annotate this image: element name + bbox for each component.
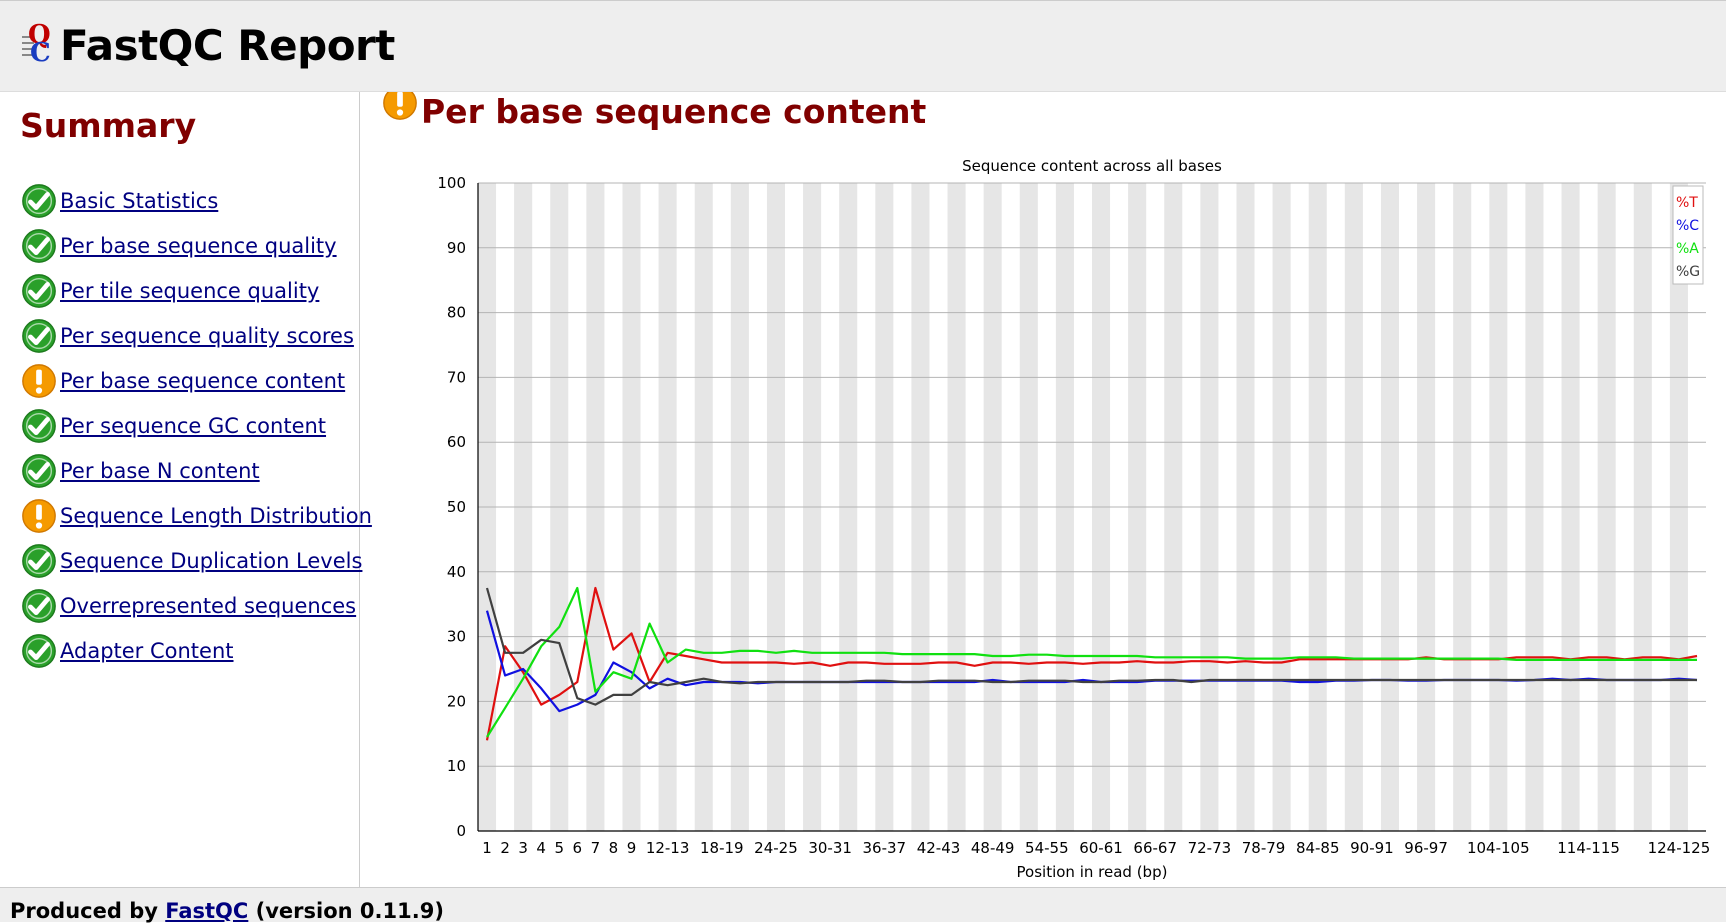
sequence-content-chart: 0 10 20 30 40 50 60 70 80 90 100 1 2 3 4 5 6 7 8 9 12-13 18-1…: [437, 157, 1711, 881]
legend-entry: %A: [1676, 241, 1699, 257]
sidebar-item[interactable]: Per base N content: [20, 448, 372, 493]
fastqc-link[interactable]: FastQC: [165, 899, 249, 923]
report-title: FastQC Report: [60, 21, 395, 70]
x-tick-label: 9: [627, 839, 637, 857]
x-tick-label: 24-25: [754, 839, 798, 857]
section-title: Per base sequence content: [421, 92, 927, 131]
sidebar-item-link[interactable]: Per sequence GC content: [60, 413, 327, 438]
y-tick-label: 80: [447, 304, 466, 322]
x-tick-label: 54-55: [1025, 839, 1069, 857]
footer-version: (version 0.11.9): [255, 899, 444, 923]
legend-entry: %T: [1676, 195, 1698, 211]
x-tick-label: 5: [554, 839, 564, 857]
x-tick-label: 60-61: [1079, 839, 1123, 857]
series-line-a: [486, 586, 1697, 738]
chart-legend: [1672, 185, 1704, 285]
pass-check-icon: [22, 273, 56, 308]
sidebar-item-link[interactable]: Per base sequence quality: [60, 233, 337, 258]
sidebar-item-link[interactable]: Overrepresented sequences: [60, 593, 357, 618]
pass-check-icon: [22, 453, 56, 488]
y-tick-label: 50: [447, 498, 466, 516]
x-tick-label: 114-115: [1557, 839, 1620, 857]
y-tick-label: 100: [437, 174, 466, 192]
x-tick-label: 2: [500, 839, 510, 857]
pass-check-icon: [22, 318, 56, 353]
legend-entry: %C: [1676, 218, 1699, 234]
x-tick-label: 72-73: [1188, 839, 1232, 857]
pass-check-icon: [22, 228, 56, 263]
x-tick-label: 3: [518, 839, 528, 857]
x-tick-label: 36-37: [863, 839, 907, 857]
pass-check-icon: [22, 183, 56, 218]
x-tick-label: 18-19: [700, 839, 744, 857]
x-tick-label: 7: [591, 839, 601, 857]
warning-icon: [383, 92, 417, 120]
y-tick-label: 20: [447, 692, 466, 710]
x-axis-label: Position in read (bp): [1017, 863, 1168, 881]
y-tick-label: 90: [447, 239, 466, 257]
sidebar-item[interactable]: Sequence Duplication Levels: [20, 538, 372, 583]
summary-nav-list: Basic Statistics Per base sequence qualit…: [20, 178, 372, 673]
x-tick-label: 96-97: [1404, 839, 1448, 857]
sidebar-item[interactable]: Overrepresented sequences: [20, 583, 372, 628]
pass-check-icon: [22, 408, 56, 443]
x-tick-label: 90-91: [1350, 839, 1394, 857]
x-tick-label: 48-49: [971, 839, 1015, 857]
sidebar-item[interactable]: Per sequence quality scores: [20, 313, 372, 358]
sidebar-item-link[interactable]: Basic Statistics: [60, 188, 219, 213]
sidebar-item[interactable]: Per base sequence quality: [20, 223, 372, 268]
y-tick-label: 10: [447, 757, 466, 775]
x-tick-label: 66-67: [1133, 839, 1177, 857]
sidebar-item-link[interactable]: Per base sequence content: [60, 368, 346, 393]
summary-sidebar: Summary Basic Statistics Per base sequenc…: [0, 92, 372, 887]
x-tick-label: 30-31: [808, 839, 852, 857]
x-tick-label: 1: [482, 839, 492, 857]
x-tick-label: 78-79: [1242, 839, 1286, 857]
series-line-g: [485, 587, 1697, 706]
sidebar-item[interactable]: Adapter Content: [20, 628, 372, 673]
sidebar-item-link[interactable]: Per base N content: [60, 458, 260, 483]
sidebar-item[interactable]: Basic Statistics: [20, 178, 372, 223]
report-header: Q C FastQC Report: [0, 0, 1726, 92]
sidebar-item[interactable]: Per sequence GC content: [20, 403, 372, 448]
x-tick-label: 42-43: [917, 839, 961, 857]
sidebar-item-link[interactable]: Sequence Duplication Levels: [60, 548, 363, 573]
x-tick-label: 12-13: [646, 839, 690, 857]
sidebar-item[interactable]: Per tile sequence quality: [20, 268, 372, 313]
sidebar-item[interactable]: Sequence Length Distribution: [20, 493, 372, 538]
x-tick-label: 84-85: [1296, 839, 1340, 857]
footer-prefix: Produced by: [10, 899, 158, 923]
chart-title: Sequence content across all bases: [962, 157, 1222, 175]
pass-check-icon: [22, 633, 56, 668]
y-tick-label: 0: [456, 822, 466, 840]
x-tick-label: 8: [609, 839, 619, 857]
footer: Produced by FastQC (version 0.11.9): [0, 887, 1726, 923]
y-tick-label: 30: [447, 628, 466, 646]
warning-icon: [22, 498, 56, 533]
sidebar-item-link[interactable]: Adapter Content: [60, 638, 234, 663]
y-tick-label: 40: [447, 563, 466, 581]
svg-text:Q: Q: [28, 20, 51, 50]
svg-text:C: C: [30, 38, 51, 67]
sidebar-item-link[interactable]: Per sequence quality scores: [60, 323, 354, 348]
pass-check-icon: [22, 543, 56, 578]
sidebar-item-link[interactable]: Per tile sequence quality: [60, 278, 320, 303]
sidebar-item-link[interactable]: Sequence Length Distribution: [60, 503, 372, 528]
module-panel: Per base sequence content 0 10 20 30 40 50 60 7…: [361, 92, 1726, 887]
summary-title: Summary: [20, 106, 197, 145]
y-tick-label: 60: [447, 433, 466, 451]
pass-check-icon: [22, 588, 56, 623]
sidebar-item[interactable]: Per base sequence content: [20, 358, 372, 403]
fastqc-logo-icon: Q C: [22, 20, 51, 67]
warning-icon: [22, 363, 56, 398]
x-tick-label: 124-125: [1648, 839, 1711, 857]
y-tick-label: 70: [447, 368, 466, 386]
legend-entry: %G: [1676, 264, 1700, 280]
x-tick-label: 104-105: [1467, 839, 1530, 857]
x-tick-label: 6: [573, 839, 583, 857]
x-tick-label: 4: [536, 839, 546, 857]
